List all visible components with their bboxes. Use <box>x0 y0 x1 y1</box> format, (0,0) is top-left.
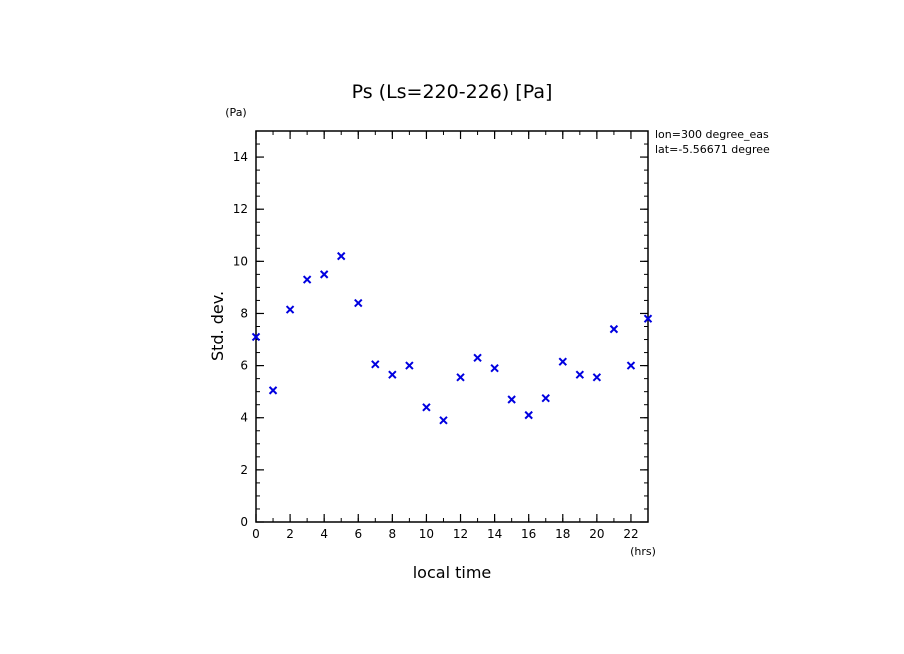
y-tick-label: 6 <box>240 359 248 373</box>
x-tick-label: 14 <box>487 527 502 541</box>
data-point <box>558 357 567 366</box>
data-point <box>302 275 312 284</box>
x-tick-label: 0 <box>252 527 260 541</box>
data-point <box>268 386 278 395</box>
y-axis-label: Std. dev. <box>208 291 227 361</box>
y-tick-label: 12 <box>233 202 248 216</box>
y-tick-label: 4 <box>240 411 248 425</box>
y-tick-label: 0 <box>240 515 248 529</box>
data-point <box>285 305 295 314</box>
data-point <box>439 416 448 425</box>
data-point <box>422 403 431 412</box>
data-point <box>626 361 636 370</box>
data-point <box>388 370 397 379</box>
x-tick-label: 4 <box>320 527 328 541</box>
y-tick-label: 10 <box>233 254 248 268</box>
data-point <box>354 298 363 308</box>
data-point <box>456 373 465 382</box>
x-tick-label: 2 <box>286 527 294 541</box>
chart-title: Ps (Ls=220-226) [Pa] <box>352 81 553 103</box>
data-point <box>405 361 414 370</box>
data-point <box>337 251 346 261</box>
axis-tick-labels: 0 2 4 6 8 10 12 14 16 18 20 22 0 2 4 6 8 10 12 14 <box>233 150 639 541</box>
data-points <box>251 251 653 425</box>
data-point <box>592 373 602 382</box>
data-point <box>251 332 261 342</box>
data-point <box>541 393 550 403</box>
x-axis-label: local time <box>413 563 492 582</box>
x-tick-label: 18 <box>555 527 570 541</box>
y-tick-label: 2 <box>240 463 248 477</box>
x-tick-label: 8 <box>389 527 397 541</box>
data-point <box>473 353 482 362</box>
data-point <box>643 314 653 323</box>
data-point <box>524 410 533 420</box>
x-tick-label: 6 <box>354 527 362 541</box>
info-line-lat: lat=-5.56671 degree <box>655 143 770 156</box>
y-tick-label: 8 <box>240 306 248 320</box>
x-tick-label: 20 <box>589 527 604 541</box>
x-tick-label: 10 <box>419 527 434 541</box>
data-point <box>609 324 619 334</box>
axis-ticks <box>255 130 649 523</box>
data-point <box>575 370 585 379</box>
data-point <box>490 363 499 373</box>
data-point <box>507 395 516 404</box>
info-line-lon: lon=300 degree_eas <box>655 128 769 141</box>
x-tick-label: 22 <box>623 527 638 541</box>
y-tick-label: 14 <box>233 150 248 164</box>
x-tick-label: 16 <box>521 527 536 541</box>
y-axis-unit: (Pa) <box>225 106 246 119</box>
data-point <box>319 270 329 279</box>
x-axis-unit: (hrs) <box>630 545 656 558</box>
data-point <box>371 360 380 369</box>
plot-frame <box>255 130 649 523</box>
x-tick-label: 12 <box>453 527 468 541</box>
